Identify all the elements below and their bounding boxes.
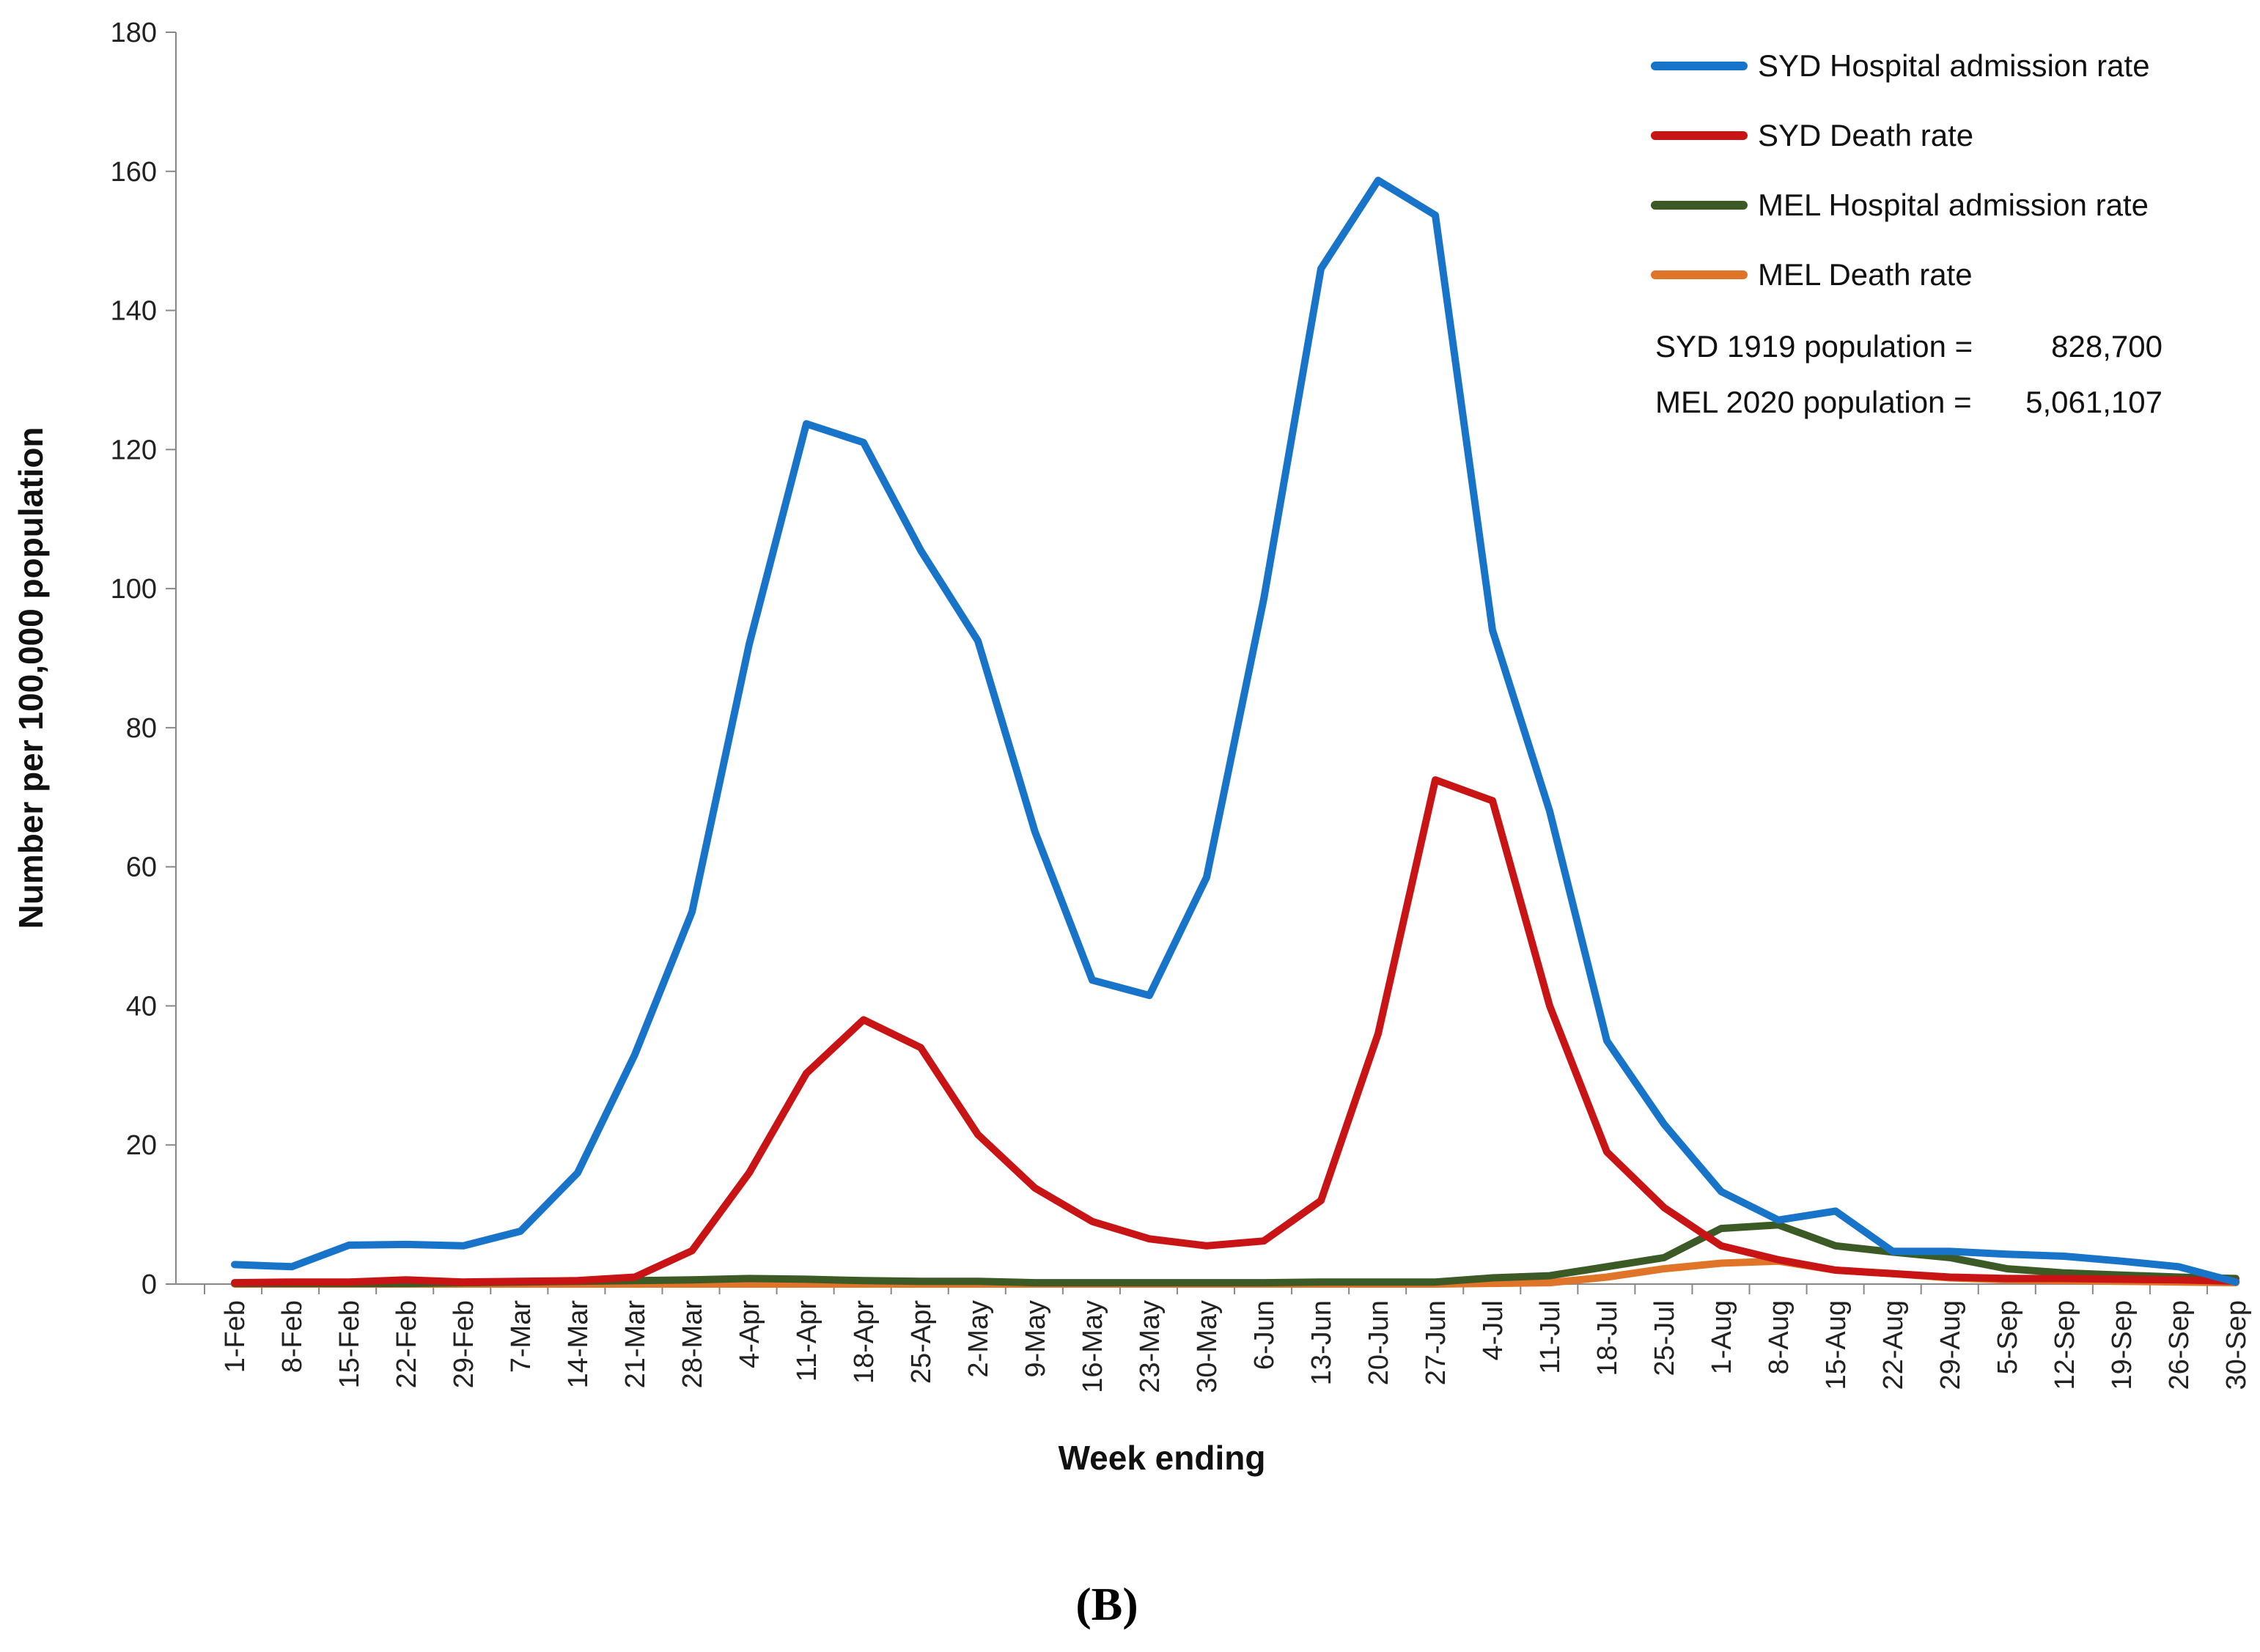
x-axis-title: Week ending [1059, 1439, 1266, 1477]
x-tick-label: 13-Jun [1306, 1300, 1337, 1385]
x-tick-label: 30-May [1192, 1300, 1223, 1393]
legend: SYD Hospital admission rate SYD Death rat… [1651, 48, 2150, 292]
x-tick-label: 1-Aug [1707, 1300, 1737, 1374]
y-tick-label: 100 [111, 574, 157, 605]
series-lines [231, 177, 2239, 1288]
x-tick-label: 4-Apr [735, 1300, 765, 1368]
x-tick-label: 15-Aug [1821, 1300, 1852, 1390]
population-notes: SYD 1919 population = 828,700 MEL 2020 pop… [1655, 329, 2163, 419]
legend-label: SYD Hospital admission rate [1758, 48, 2150, 83]
axes: 0 20 40 60 80 100 120 140 160 180 1-Feb 8-Feb 15-Fe… [111, 18, 2252, 1393]
x-tick-label: 6-Jun [1249, 1300, 1280, 1370]
x-tick-label: 8-Feb [277, 1300, 308, 1373]
x-tick-label: 9-May [1020, 1300, 1051, 1378]
x-tick-label: 15-Feb [334, 1300, 365, 1388]
population-note-label: SYD 1919 population = [1655, 329, 1973, 364]
y-tick-label: 20 [126, 1130, 157, 1161]
y-tick-label: 140 [111, 296, 157, 327]
x-tick-label: 20-Jun [1363, 1300, 1394, 1385]
x-tick-label: 22-Feb [391, 1300, 422, 1388]
y-tick-label: 0 [141, 1269, 157, 1300]
y-tick-label: 80 [126, 713, 157, 744]
x-tick-label: 2-May [963, 1300, 994, 1378]
x-tick-label: 29-Aug [1935, 1300, 1966, 1390]
x-tick-label: 27-Jun [1421, 1300, 1451, 1385]
series-line-syd-death-rate [231, 776, 2239, 1287]
legend-label: MEL Death rate [1758, 257, 1973, 292]
x-ticks: 1-Feb 8-Feb 15-Feb 22-Feb 29-Feb 7-Mar 14-Mar 2… [204, 1284, 2252, 1393]
x-tick-label: 25-Apr [906, 1300, 937, 1384]
x-tick-label: 16-May [1078, 1300, 1108, 1393]
x-tick-label: 19-Sep [2107, 1300, 2138, 1390]
x-tick-label: 21-Mar [620, 1300, 651, 1389]
y-ticks: 0 20 40 60 80 100 120 140 160 180 [111, 18, 176, 1300]
x-tick-label: 25-Jul [1649, 1300, 1680, 1376]
legend-label: SYD Death rate [1758, 118, 1973, 152]
x-tick-label: 11-Jul [1535, 1300, 1566, 1374]
x-tick-label: 8-Aug [1764, 1300, 1795, 1374]
y-tick-label: 60 [126, 852, 157, 883]
x-tick-label: 29-Feb [449, 1300, 479, 1388]
y-axis-title: Number per 100,000 population [12, 427, 50, 929]
x-tick-label: 1-Feb [220, 1300, 251, 1373]
x-tick-label: 18-Apr [849, 1300, 880, 1384]
population-note-value: 828,700 [2051, 329, 2163, 364]
y-tick-label: 160 [111, 157, 157, 188]
panel-label: (B) [1075, 1578, 1138, 1630]
x-tick-label: 7-Mar [506, 1300, 537, 1373]
x-tick-label: 22-Aug [1878, 1300, 1909, 1390]
x-tick-label: 12-Sep [2050, 1300, 2080, 1390]
x-tick-label: 14-Mar [563, 1300, 594, 1389]
x-tick-label: 28-Mar [677, 1300, 708, 1389]
x-tick-label: 5-Sep [1992, 1300, 2023, 1374]
population-note-label: MEL 2020 population = [1655, 385, 1972, 419]
x-tick-label: 11-Apr [792, 1300, 822, 1382]
x-tick-label: 30-Sep [2221, 1300, 2252, 1390]
y-tick-label: 120 [111, 435, 157, 465]
legend-label: MEL Hospital admission rate [1758, 188, 2149, 222]
y-tick-label: 40 [126, 991, 157, 1022]
y-tick-label: 180 [111, 18, 157, 48]
x-tick-label: 18-Jul [1592, 1300, 1623, 1376]
x-tick-label: 23-May [1135, 1300, 1166, 1393]
x-tick-label: 4-Jul [1478, 1300, 1509, 1360]
x-tick-label: 26-Sep [2164, 1300, 2195, 1390]
population-note-value: 5,061,107 [2025, 385, 2163, 419]
series-line-syd-hospital-admission-rate [231, 177, 2239, 1286]
